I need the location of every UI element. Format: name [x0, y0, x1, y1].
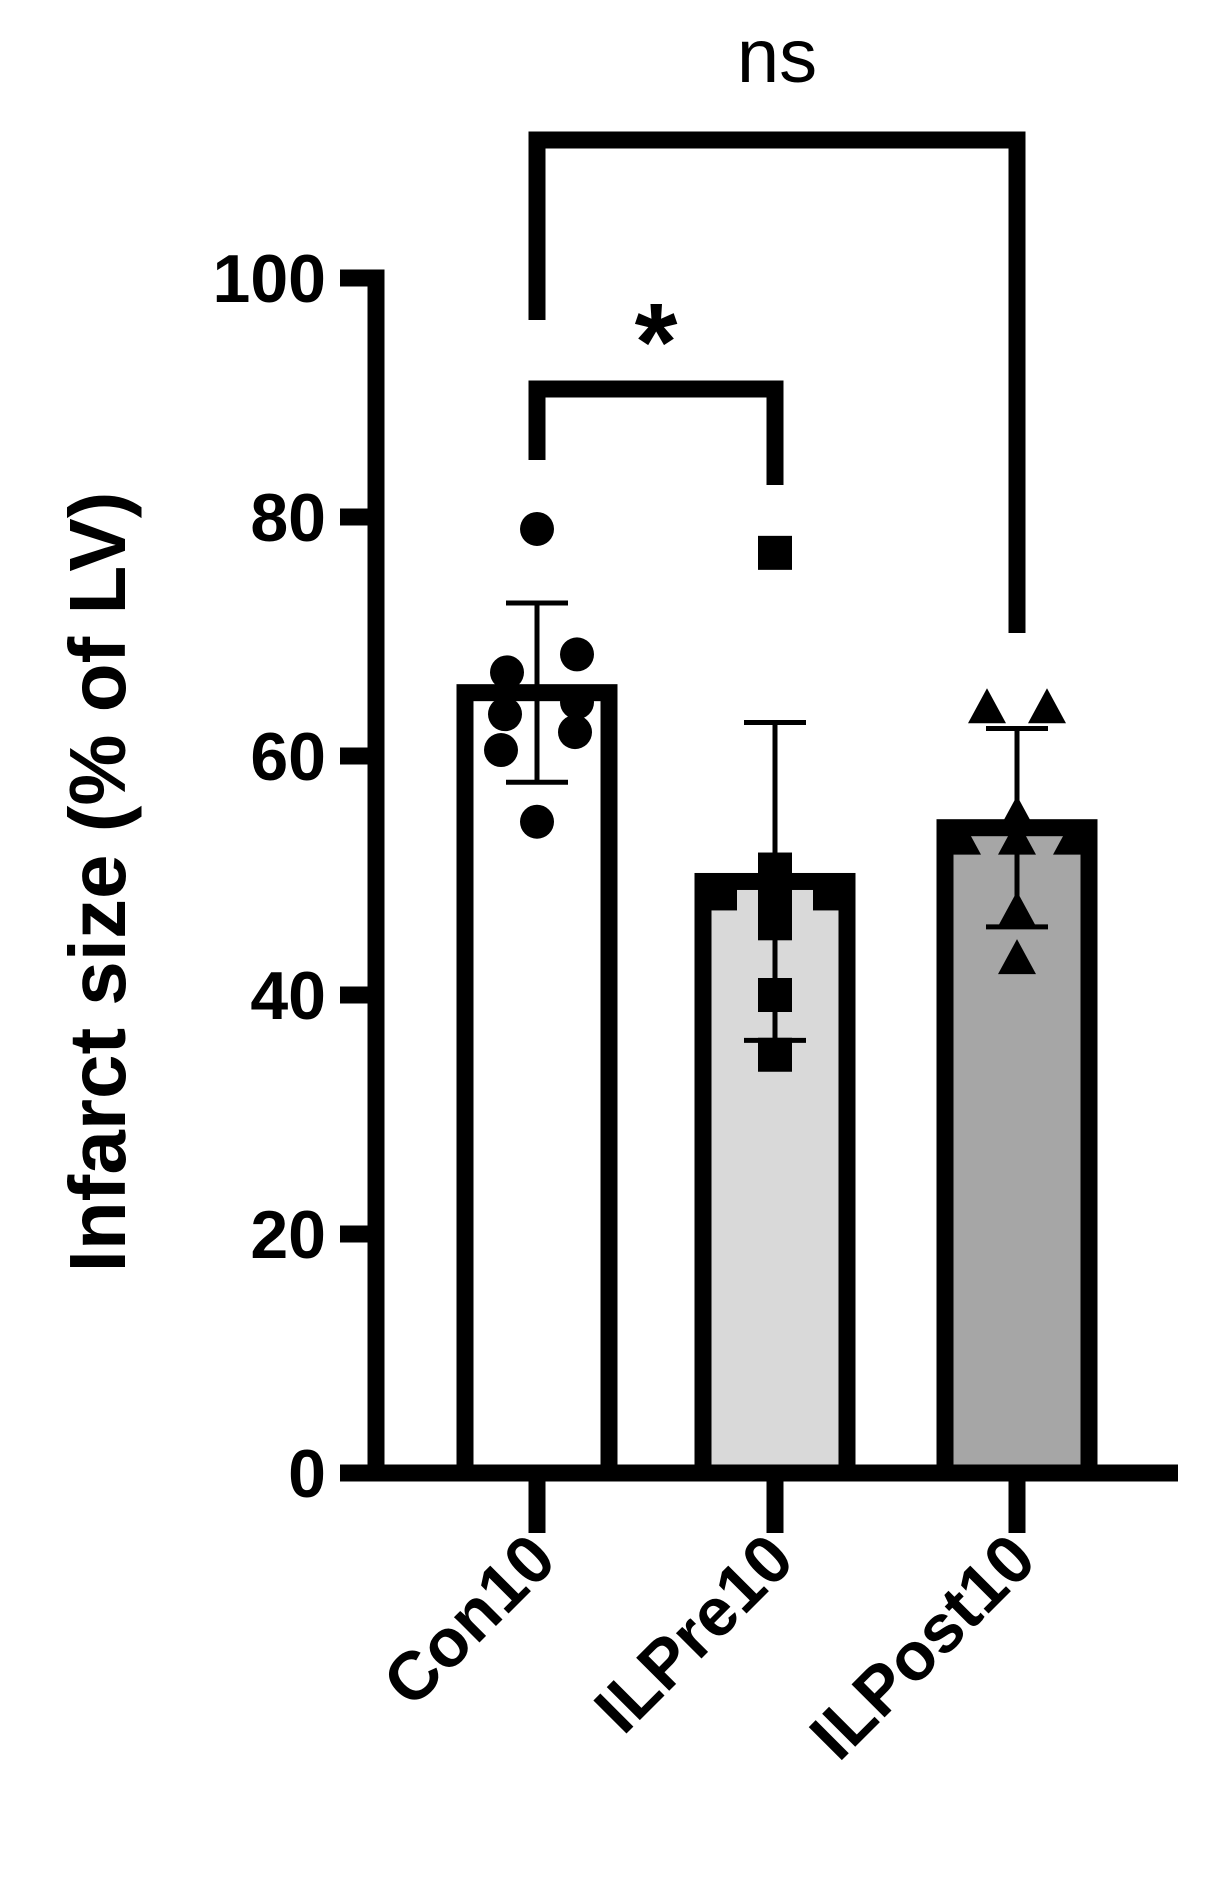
bracket-Con10-ILPost10: [528, 131, 1026, 633]
y-tick-label-0: 0: [288, 1436, 326, 1512]
x-tick-label-ILPost10: ILPost10: [795, 1520, 1049, 1774]
data-point-ILPre10-7: [758, 978, 792, 1012]
data-point-Con10-3: [490, 655, 524, 690]
data-point-ILPost10-1: [968, 688, 1006, 724]
data-point-ILPost10-4: [943, 819, 981, 855]
data-point-ILPost10-8: [998, 939, 1036, 975]
data-point-Con10-8: [520, 804, 554, 839]
data-point-ILPost10-2: [1028, 688, 1066, 724]
y-tick-label-20: 20: [250, 1197, 326, 1273]
y-tick-label-80: 80: [250, 480, 326, 556]
significance-brackets: * ns: [528, 14, 1026, 633]
data-point-ILPre10-8: [758, 1037, 792, 1072]
data-point-Con10-5: [488, 697, 522, 732]
y-axis-label: Infarct size (% of LV): [53, 492, 142, 1273]
y-tick-label-40: 40: [250, 958, 326, 1034]
data-point-ILPre10-1: [758, 535, 792, 570]
x-tick-label-Con10: Con10: [369, 1520, 570, 1721]
data-point-ILPost10-7: [998, 891, 1036, 927]
data-point-ILPre10-5: [813, 876, 847, 911]
data-points: [484, 511, 1091, 1072]
data-point-Con10-1: [520, 511, 554, 546]
data-point-ILPost10-6: [1053, 819, 1091, 855]
data-point-ILPre10-4: [758, 876, 792, 911]
data-point-Con10-7: [484, 733, 518, 768]
data-point-Con10-4: [560, 685, 594, 720]
significance-label-ns: ns: [737, 14, 817, 99]
x-tick-label-ILPre10: ILPre10: [580, 1520, 807, 1747]
data-point-Con10-6: [558, 715, 592, 750]
data-point-ILPost10-3: [998, 795, 1036, 831]
data-point-Con10-2: [560, 637, 594, 672]
significance-label-star: *: [635, 281, 678, 404]
data-point-ILPre10-6: [758, 906, 792, 941]
bracket-Con10-ILPre10: [528, 380, 784, 485]
data-point-ILPost10-5: [998, 819, 1036, 855]
data-point-ILPre10-3: [703, 876, 737, 911]
y-tick-label-60: 60: [250, 719, 326, 795]
y-tick-label-100: 100: [213, 241, 326, 317]
